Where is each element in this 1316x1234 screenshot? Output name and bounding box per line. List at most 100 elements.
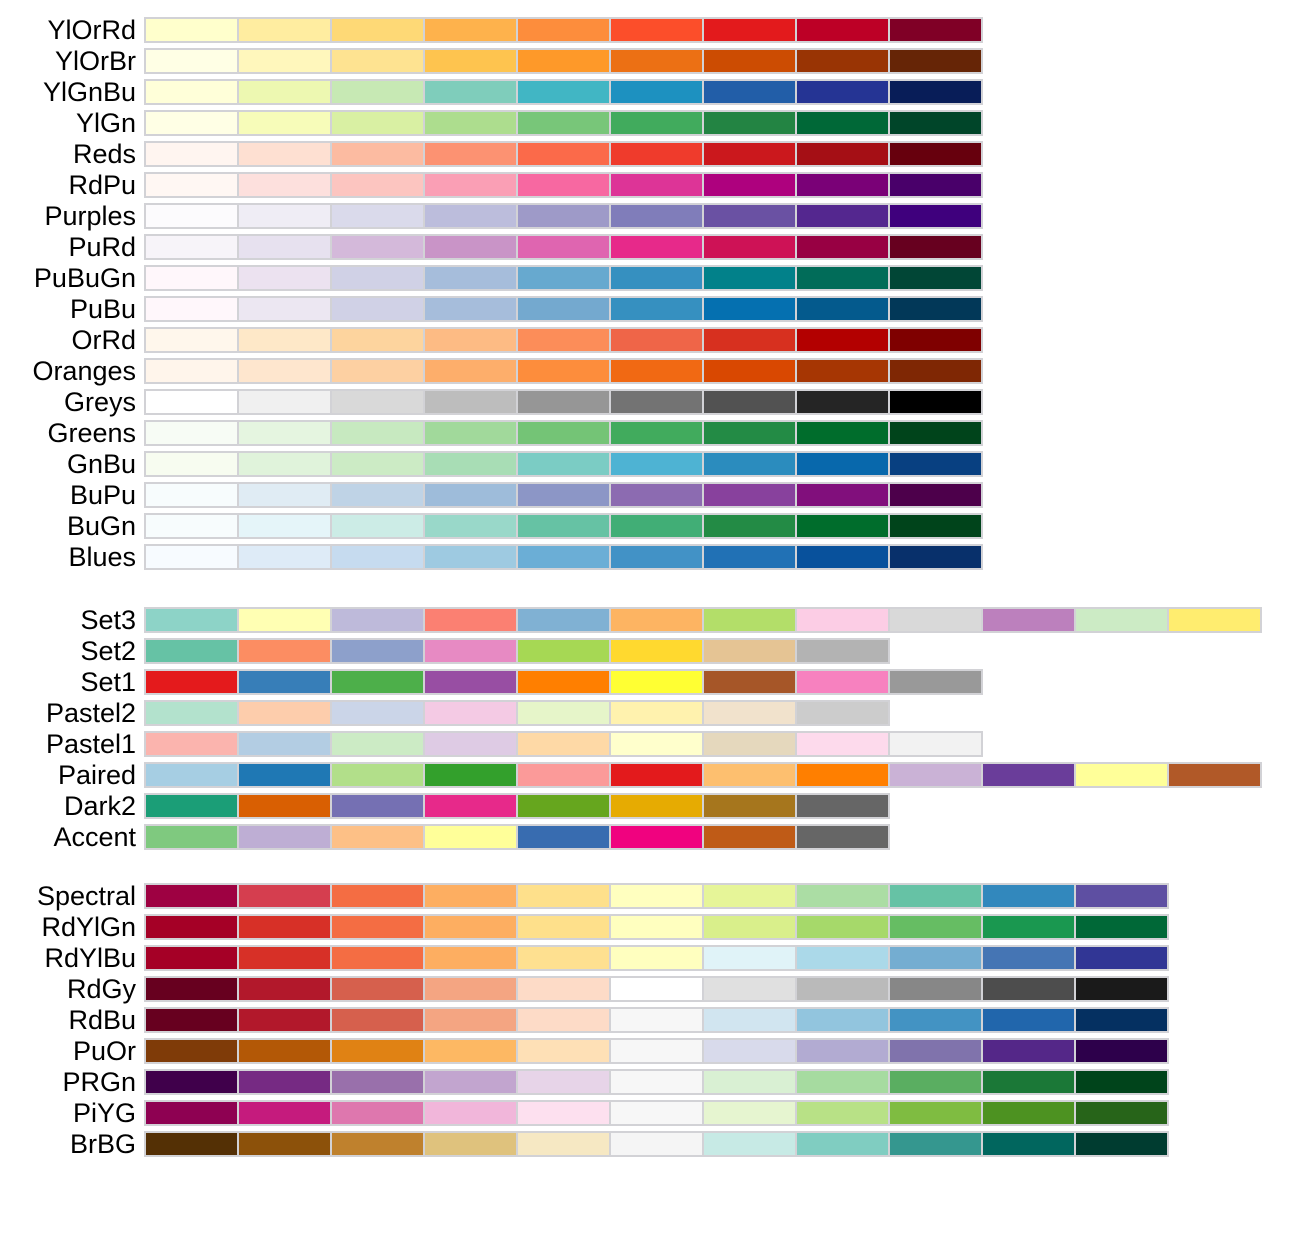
- color-swatch: [518, 916, 609, 938]
- color-swatch: [797, 916, 888, 938]
- color-swatch: [518, 764, 609, 786]
- color-swatch: [146, 391, 237, 413]
- color-swatch: [425, 702, 516, 724]
- color-swatch: [425, 484, 516, 506]
- color-swatch: [704, 764, 795, 786]
- color-swatch: [239, 236, 330, 258]
- color-swatch: [518, 329, 609, 351]
- palette-row-Spectral: Spectral: [0, 882, 1316, 909]
- color-swatch: [239, 795, 330, 817]
- color-swatch: [425, 1071, 516, 1093]
- color-swatch: [425, 1133, 516, 1155]
- color-swatch: [704, 329, 795, 351]
- palette-row-YlOrRd: YlOrRd: [0, 16, 1316, 43]
- color-swatch: [332, 112, 423, 134]
- color-swatch: [704, 546, 795, 568]
- palette-label: PuOr: [72, 1035, 136, 1066]
- color-swatch: [704, 174, 795, 196]
- palette-row-YlOrBr: YlOrBr: [0, 47, 1316, 74]
- color-swatch: [518, 19, 609, 41]
- color-swatch: [239, 671, 330, 693]
- color-swatch: [518, 1102, 609, 1124]
- color-swatch: [332, 1009, 423, 1031]
- color-swatch: [425, 1102, 516, 1124]
- palette-row-GnBu: GnBu: [0, 450, 1316, 477]
- palette-label: YlGnBu: [42, 76, 136, 107]
- color-swatch: [890, 609, 981, 631]
- color-swatch: [890, 916, 981, 938]
- color-swatch: [239, 267, 330, 289]
- swatch-bar: [144, 883, 1169, 909]
- color-swatch: [1076, 978, 1167, 1000]
- color-swatch: [704, 422, 795, 444]
- palette-row-Greys: Greys: [0, 388, 1316, 415]
- swatch-bar: [144, 79, 983, 105]
- color-swatch: [332, 609, 423, 631]
- color-swatch: [425, 329, 516, 351]
- color-swatch: [146, 236, 237, 258]
- color-swatch: [797, 329, 888, 351]
- color-swatch: [425, 640, 516, 662]
- color-swatch: [239, 916, 330, 938]
- color-swatch: [797, 298, 888, 320]
- color-swatch: [611, 360, 702, 382]
- swatch-bar: [144, 669, 983, 695]
- palette-row-Dark2: Dark2: [0, 792, 1316, 819]
- color-swatch: [239, 112, 330, 134]
- color-swatch: [332, 267, 423, 289]
- color-swatch: [797, 360, 888, 382]
- color-swatch: [332, 19, 423, 41]
- color-swatch: [332, 1071, 423, 1093]
- swatch-bar: [144, 976, 1169, 1002]
- color-swatch: [704, 1071, 795, 1093]
- palette-label: YlGn: [75, 107, 136, 138]
- color-swatch: [239, 391, 330, 413]
- color-swatch: [146, 826, 237, 848]
- color-swatch: [797, 826, 888, 848]
- color-swatch: [239, 422, 330, 444]
- color-swatch: [146, 112, 237, 134]
- color-swatch: [890, 236, 981, 258]
- color-swatch: [518, 1071, 609, 1093]
- color-swatch: [332, 1102, 423, 1124]
- color-swatch: [704, 81, 795, 103]
- swatch-bar: [144, 234, 983, 260]
- color-swatch: [425, 546, 516, 568]
- color-swatch: [518, 826, 609, 848]
- color-swatch: [146, 916, 237, 938]
- color-swatch: [704, 671, 795, 693]
- color-swatch: [983, 885, 1074, 907]
- color-swatch: [518, 298, 609, 320]
- swatch-bar: [144, 1069, 1169, 1095]
- palette-label: RdYlGn: [41, 911, 136, 942]
- color-swatch: [797, 19, 888, 41]
- color-swatch: [611, 174, 702, 196]
- color-swatch: [611, 546, 702, 568]
- palette-row-PRGn: PRGn: [0, 1066, 1316, 1097]
- swatch-bar: [144, 296, 983, 322]
- color-swatch: [239, 1102, 330, 1124]
- color-swatch: [332, 1040, 423, 1062]
- color-swatch: [332, 143, 423, 165]
- color-swatch: [518, 671, 609, 693]
- color-swatch: [890, 422, 981, 444]
- swatch-bar: [144, 1007, 1169, 1033]
- color-swatch: [704, 236, 795, 258]
- palette-row-RdBu: RdBu: [0, 1006, 1316, 1033]
- swatch-bar: [144, 265, 983, 291]
- color-swatch: [332, 916, 423, 938]
- color-swatch: [611, 1102, 702, 1124]
- color-swatch: [239, 50, 330, 72]
- color-swatch: [146, 702, 237, 724]
- color-swatch: [239, 978, 330, 1000]
- color-swatch: [518, 484, 609, 506]
- palette-label: Set1: [80, 666, 136, 697]
- color-swatch: [518, 453, 609, 475]
- swatch-bar: [144, 358, 983, 384]
- swatch-bar: [144, 945, 1169, 971]
- color-swatch: [239, 515, 330, 537]
- color-swatch: [890, 1071, 981, 1093]
- palette-label: PRGn: [62, 1066, 136, 1097]
- color-swatch: [983, 764, 1074, 786]
